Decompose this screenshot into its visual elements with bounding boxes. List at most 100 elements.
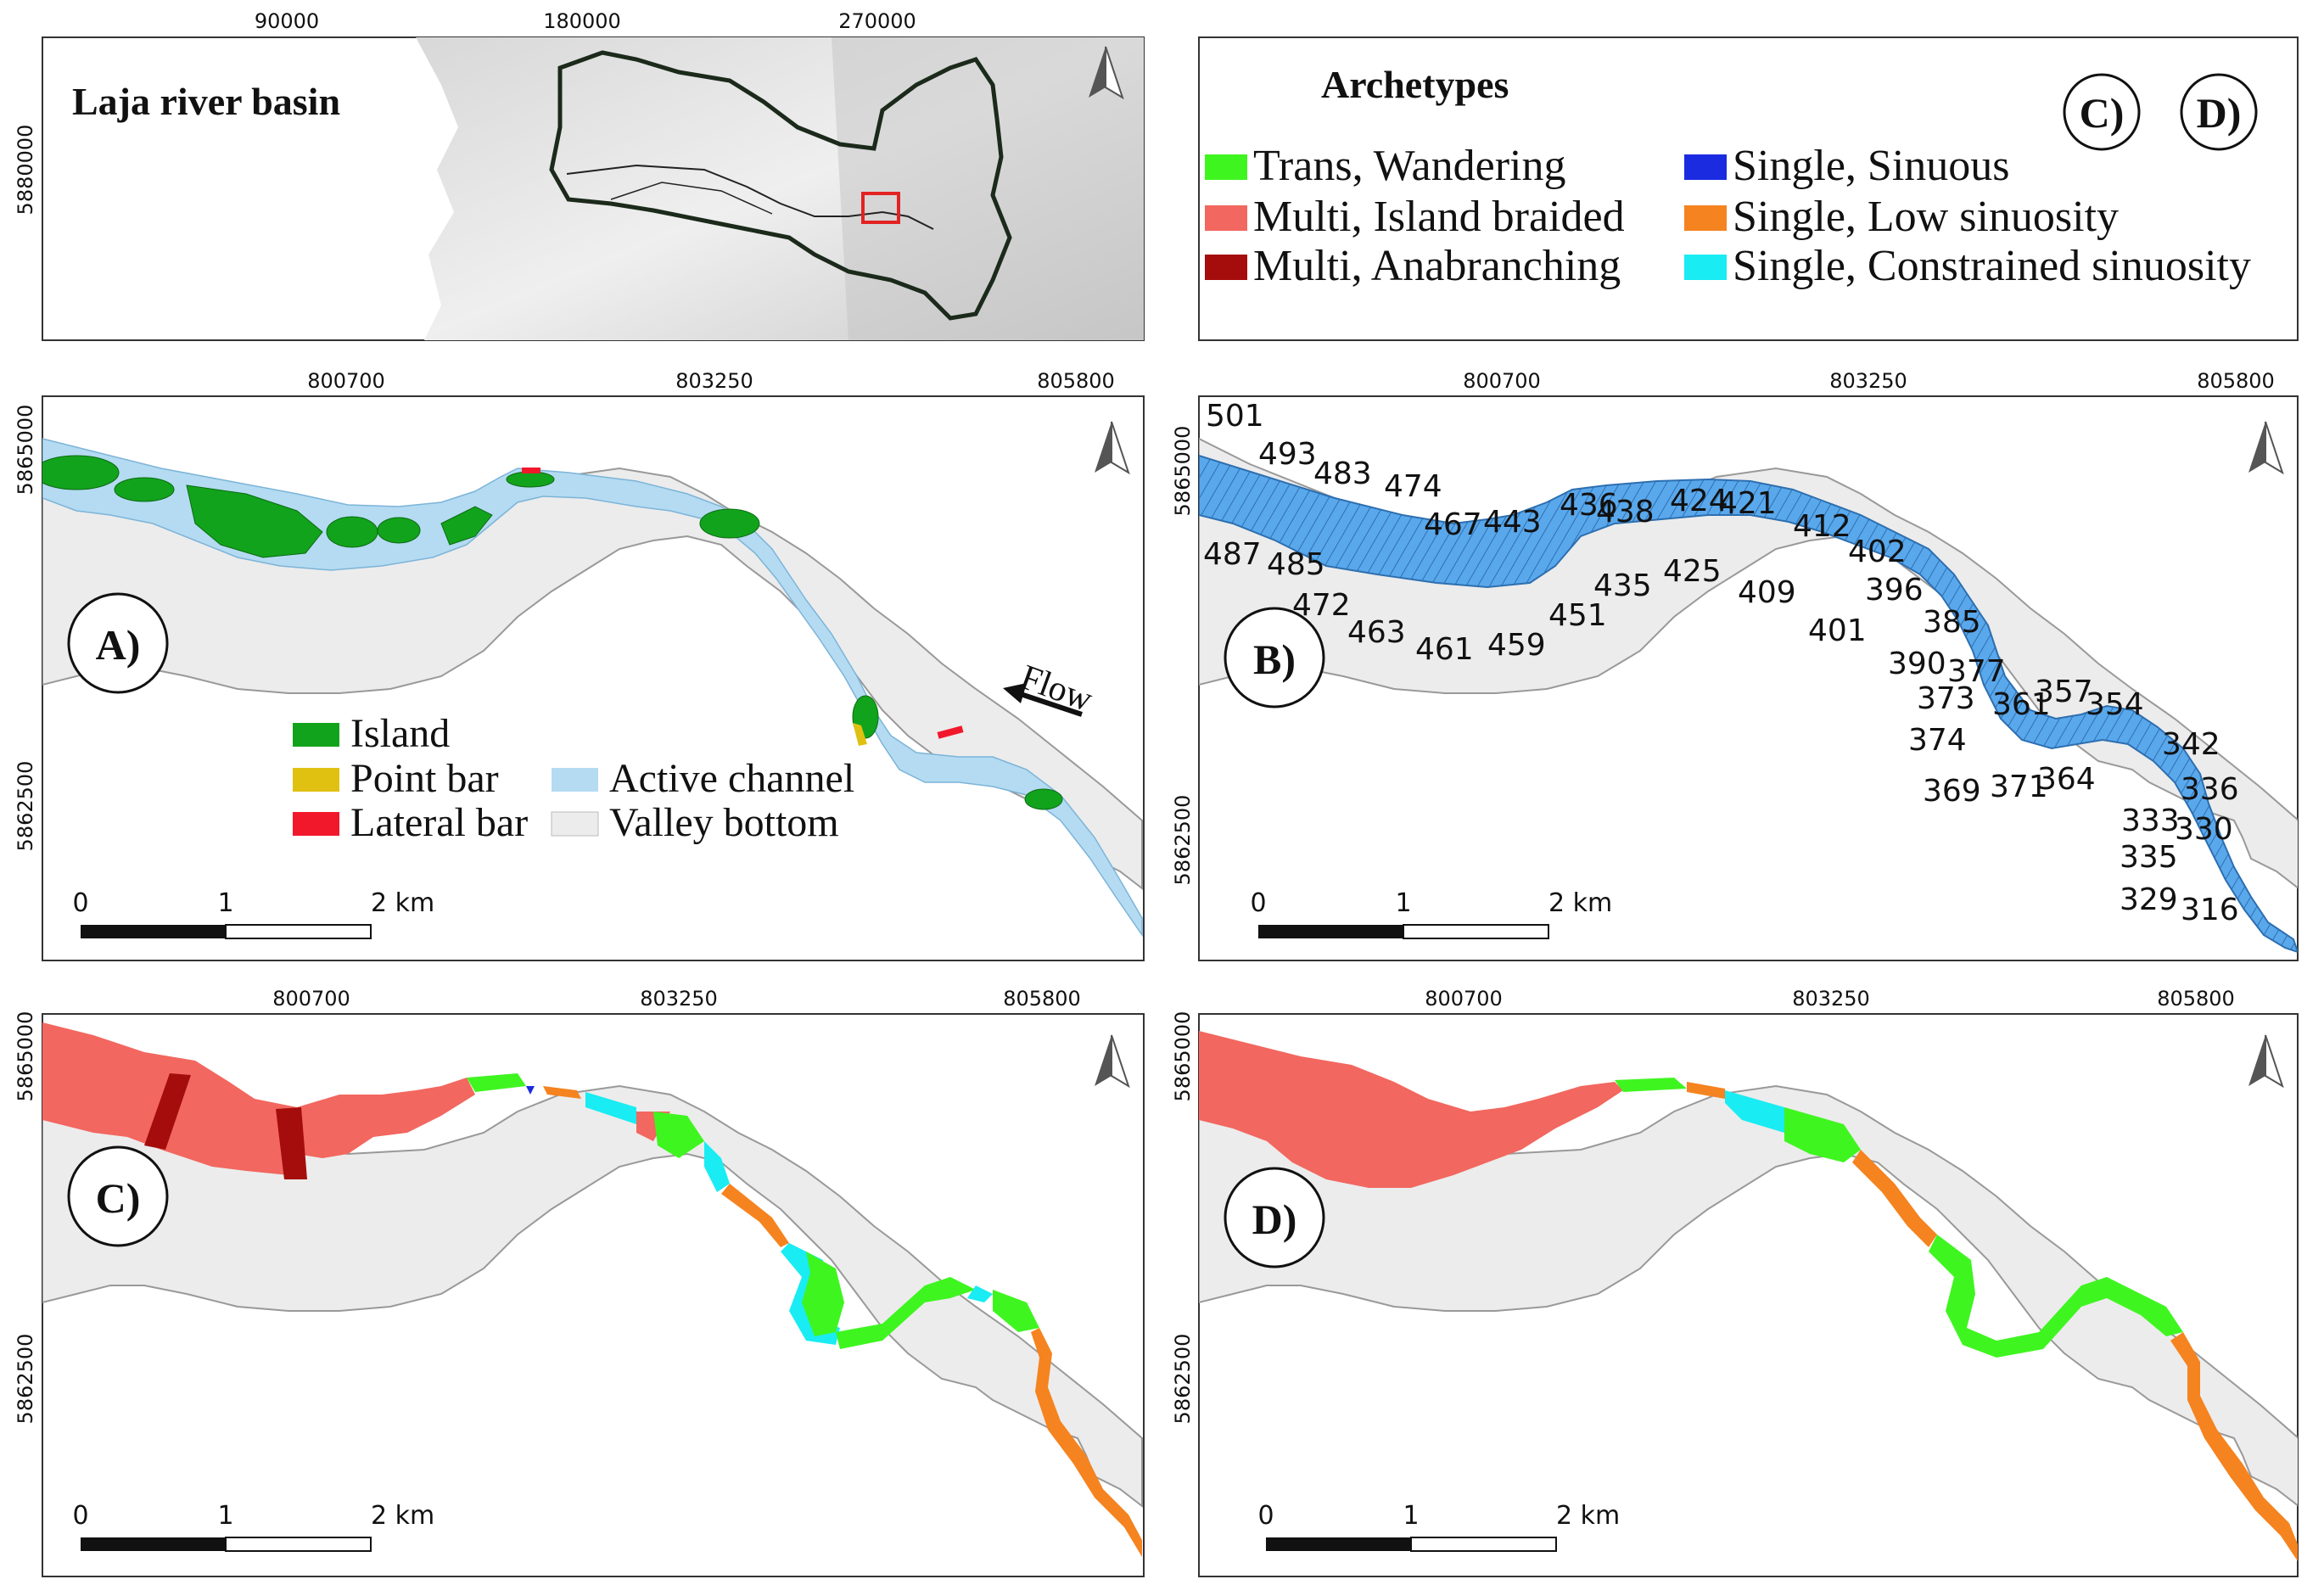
y-tick: 5862500 [14,761,37,852]
scale-bar-segment [225,924,372,939]
legend-swatch [552,768,598,792]
island [699,508,760,539]
segment-label: 424 [1670,484,1728,518]
panel-c-label: C) [96,1174,141,1222]
scale-tick-label: 0 [1250,888,1266,918]
x-tick: 803250 [675,369,753,393]
scale-tick-label: 0 [72,888,88,918]
segment-label: 443 [1483,505,1542,540]
flow-arrow-icon [1003,683,1027,703]
scale-tick-label: 2 km [371,888,434,918]
segment-label: 390 [1888,647,1946,681]
badge-circle [2063,73,2141,151]
segment-label: 371 [1990,770,2048,804]
scale-bar-segment [1410,1537,1557,1552]
lateral-bar [522,468,540,473]
legend-swatch [1205,255,1247,280]
archetype-wandering [653,1112,704,1158]
x-tick: 803250 [1792,987,1870,1011]
legend-swatch [1205,205,1247,231]
segment-label: 361 [1992,687,2051,722]
segment-label: 483 [1313,456,1372,491]
archetype-wandering [836,1277,976,1349]
archetype-anabranching [276,1107,307,1179]
scale-bar-segment [225,1537,372,1552]
north-arrow-icon [1089,46,1124,100]
segment-label: 436 [1560,488,1618,523]
legend-item-label: Multi, Anabranching [1253,242,1621,290]
x-tick: 805800 [2197,369,2275,393]
segment-label: 501 [1206,399,1264,434]
scale-tick-label: 1 [217,888,233,918]
scale-tick-label: 2 km [1556,1501,1620,1531]
segment-label: 385 [1923,605,1981,640]
overview-x-tick: 90000 [255,9,319,33]
legend-swatch [293,768,339,792]
island [1024,788,1063,810]
archetype-anabranching [144,1073,191,1150]
y-tick: 5862500 [14,1334,37,1425]
segment-label: 342 [2162,727,2220,762]
archetype-wandering [1929,1235,2183,1358]
scale-bar: 0 1 2 km [72,1501,434,1552]
laja-river [566,164,934,230]
legend-title: Archetypes [1321,63,1509,106]
panel-d: D) 800700 803250 805800 5865000 5862500 … [1171,987,2299,1577]
x-tick: 800700 [272,987,350,1011]
archetype-wandering [802,1252,844,1336]
archetype-wandering [993,1290,1039,1332]
segment-label: 425 [1663,554,1722,589]
lateral-bar [937,725,964,739]
legend-item-label: Trans, Wandering [1253,142,1565,190]
scale-tick-label: 0 [1257,1501,1274,1531]
legend-item-label: Island [350,711,450,756]
scale-bar-segment [81,1537,226,1551]
segment-label: 493 [1258,437,1317,472]
y-tick: 5865000 [14,1011,37,1102]
island [506,471,555,488]
segment-label: 374 [1908,723,1967,758]
scale-tick-label: 1 [217,1501,233,1531]
legend-swatch [551,811,599,837]
north-arrow-icon [1095,1034,1130,1089]
island [326,516,378,548]
scale-tick-label: 1 [1395,888,1411,918]
panel-badge-circle [1224,1167,1325,1268]
panel-c-axes: 800700 803250 805800 5865000 5862500 [14,987,1081,1424]
archetype-low-sinuosity [2170,1332,2298,1561]
x-tick: 800700 [307,369,385,393]
panel-d-label: D) [1252,1196,1297,1243]
y-tick: 5862500 [1171,795,1195,886]
segment-label: 474 [1384,469,1442,504]
x-tick: 803250 [1829,369,1907,393]
scale-tick-label: 2 km [371,1501,434,1531]
scale-tick-label: 1 [1403,1501,1419,1531]
legend-item-label: Point bar [350,756,499,801]
overview-title: Laja river basin [72,80,340,123]
scale-tick-label: 0 [72,1501,88,1531]
panel-c: C) 800700 803250 805800 5865000 5862500 … [14,987,1145,1577]
segment-label: 401 [1808,613,1867,648]
legend-swatch [293,812,339,836]
legend-item-label: Single, Constrained sinuosity [1733,242,2251,290]
legend-badge-c: C) [2080,89,2125,137]
legend-swatch [1684,205,1727,231]
panel-b-label: B) [1253,636,1296,683]
x-tick: 805800 [1037,369,1115,393]
archetype-wandering [1615,1078,1687,1092]
panel-badge-circle [67,592,169,694]
legend-item-label: Single, Low sinuosity [1733,193,2119,241]
x-tick: 805800 [1003,987,1081,1011]
segment-label: 472 [1292,588,1351,623]
island [114,477,175,502]
archetype-legend-panel: Archetypes C) D) Trans, WanderingMulti, … [1198,36,2299,341]
x-tick: 805800 [2157,987,2235,1011]
legend-swatch [1684,255,1727,280]
panel-a-label: A) [96,621,141,669]
segment-label: 459 [1487,628,1546,663]
